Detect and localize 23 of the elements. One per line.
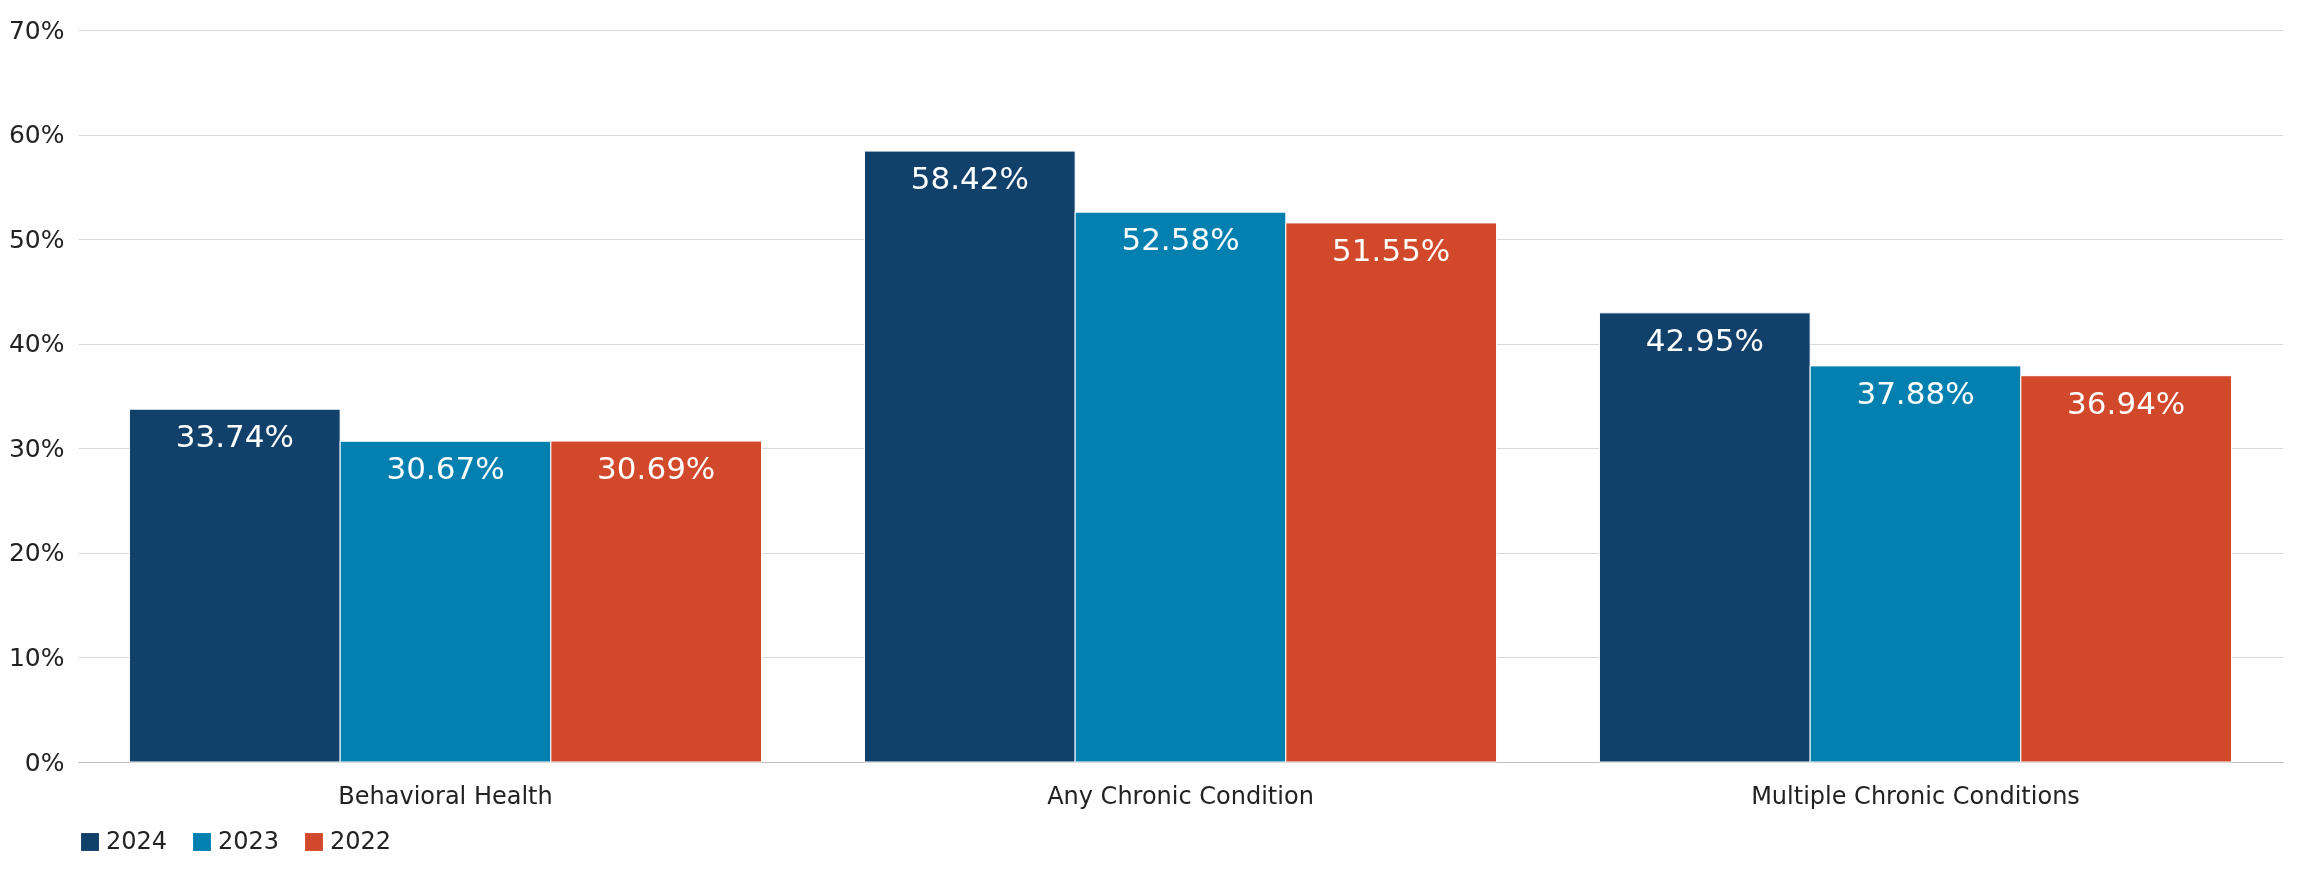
data-label: 30.69% (597, 450, 716, 487)
y-tick-label: 40% (8, 329, 65, 359)
y-tick-label: 20% (8, 538, 65, 568)
data-label: 51.55% (1332, 231, 1451, 268)
data-label: 42.95% (1645, 321, 1764, 358)
data-label: 36.94% (2067, 384, 2186, 421)
legend-label: 2023 (218, 827, 280, 855)
x-tick-label: Behavioral Health (338, 781, 553, 810)
data-label: 52.58% (1121, 221, 1240, 258)
y-tick-label: 0% (24, 747, 65, 777)
y-tick-label: 30% (8, 433, 65, 463)
y-tick-label: 50% (8, 224, 65, 254)
y-tick-label: 70% (8, 15, 65, 45)
data-label: 33.74% (175, 418, 294, 455)
legend-label: 2024 (106, 827, 168, 855)
x-tick-label: Any Chronic Condition (1047, 781, 1314, 810)
data-label: 30.67% (386, 450, 505, 487)
y-tick-label: 10% (8, 642, 65, 672)
legend-label: 2022 (330, 827, 392, 855)
data-label: 58.42% (910, 160, 1029, 197)
x-tick-label: Multiple Chronic Conditions (1751, 781, 2080, 810)
y-tick-label: 60% (8, 120, 65, 150)
data-label: 37.88% (1856, 374, 1975, 411)
